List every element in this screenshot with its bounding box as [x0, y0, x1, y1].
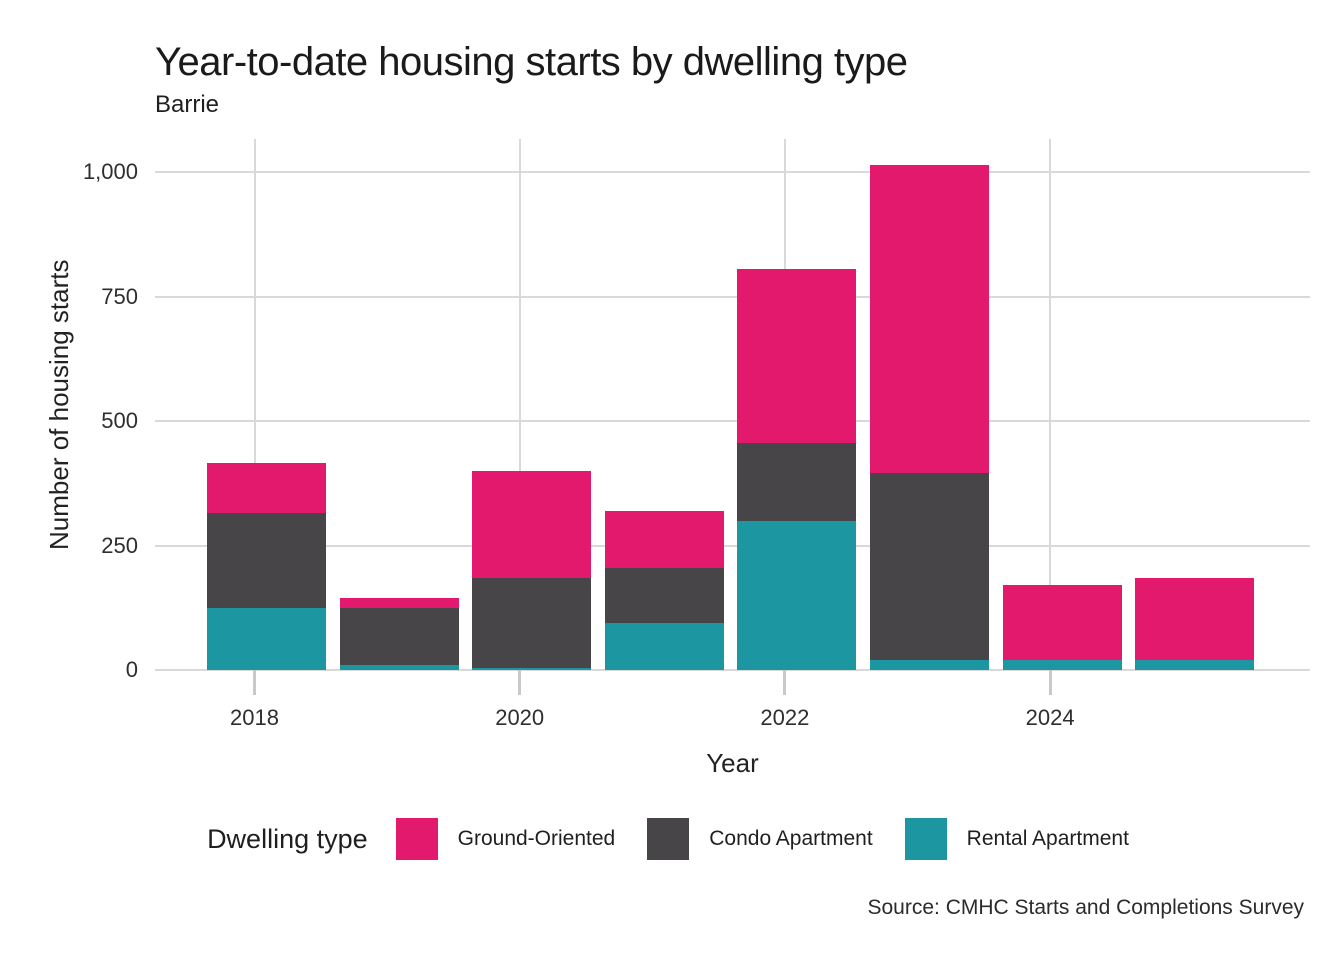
- bar-2025: [1135, 577, 1255, 670]
- bar-2023: [870, 164, 989, 670]
- x-tick-mark: [518, 670, 522, 695]
- bar-segment: [870, 660, 989, 670]
- legend-label: Rental Apartment: [966, 827, 1129, 850]
- x-tick-mark: [253, 670, 256, 695]
- bar-segment: [339, 607, 459, 666]
- bar-2022: [737, 269, 857, 670]
- y-tick-label: 750: [101, 283, 138, 309]
- legend-item: Rental Apartment: [904, 818, 1129, 860]
- x-axis-title: Year: [706, 748, 759, 778]
- y-tick-label: 500: [101, 408, 138, 433]
- x-tick-label: 2020: [495, 705, 545, 730]
- bar-2020: [472, 470, 592, 670]
- chart-title: Year-to-date housing starts by dwelling …: [155, 40, 908, 84]
- gridline-v: [518, 139, 521, 670]
- legend-item: Condo Apartment: [647, 818, 873, 860]
- bar-2019: [339, 597, 459, 670]
- legend: Dwelling type Ground-Oriented Condo Apart…: [0, 818, 1344, 860]
- legend-items: Ground-Oriented Condo Apartment Rental Apa…: [395, 818, 1137, 860]
- bar-segment: [604, 622, 724, 670]
- legend-label: Ground-Oriented: [457, 827, 616, 850]
- bar-2018: [207, 463, 326, 670]
- y-tick-label: 250: [101, 532, 138, 558]
- gridline-h: [155, 669, 1310, 671]
- legend-swatch: [904, 818, 947, 860]
- legend-title: Dwelling type: [207, 823, 368, 854]
- legend-swatch: [395, 818, 438, 860]
- y-tick-label: 1,000: [82, 159, 138, 184]
- chart-subtitle: Barrie: [155, 91, 220, 118]
- bar-segment: [737, 269, 857, 444]
- bar-segment: [339, 597, 459, 608]
- bar-segment: [339, 665, 459, 670]
- bar-segment: [1002, 585, 1122, 661]
- legend-swatch: [647, 818, 690, 860]
- plot-area: [155, 139, 1310, 671]
- bar-segment: [207, 463, 326, 514]
- legend-label: Condo Apartment: [709, 827, 873, 850]
- x-tick-label: 2018: [230, 705, 279, 730]
- gridline-v: [1049, 139, 1052, 670]
- bar-segment: [472, 470, 592, 578]
- gridline-h: [155, 295, 1310, 298]
- gridline-h: [155, 544, 1310, 547]
- gridline-v: [253, 139, 256, 670]
- y-tick-label: 0: [125, 657, 138, 682]
- bar-2024: [1002, 585, 1122, 670]
- bar-segment: [1002, 660, 1122, 670]
- bar-segment: [737, 520, 857, 670]
- bar-segment: [870, 473, 989, 661]
- bar-segment: [472, 577, 592, 668]
- x-tick-label: 2022: [760, 705, 810, 730]
- gridline-h: [155, 420, 1310, 422]
- source-note: Source: CMHC Starts and Completions Surv…: [867, 896, 1305, 919]
- bar-segment: [604, 567, 724, 623]
- bar-segment: [1135, 660, 1255, 670]
- bar-segment: [604, 510, 724, 568]
- gridline-h: [155, 171, 1310, 173]
- x-tick-mark: [1048, 670, 1052, 695]
- bar-segment: [737, 443, 857, 521]
- bar-segment: [1135, 577, 1255, 661]
- bar-2021: [604, 510, 724, 670]
- bar-segment: [472, 667, 592, 670]
- x-tick-label: 2024: [1025, 705, 1075, 730]
- bar-segment: [870, 164, 989, 474]
- bar-segment: [207, 607, 326, 670]
- bar-segment: [207, 513, 326, 608]
- x-tick-mark: [783, 670, 787, 695]
- legend-item: Ground-Oriented: [395, 818, 616, 860]
